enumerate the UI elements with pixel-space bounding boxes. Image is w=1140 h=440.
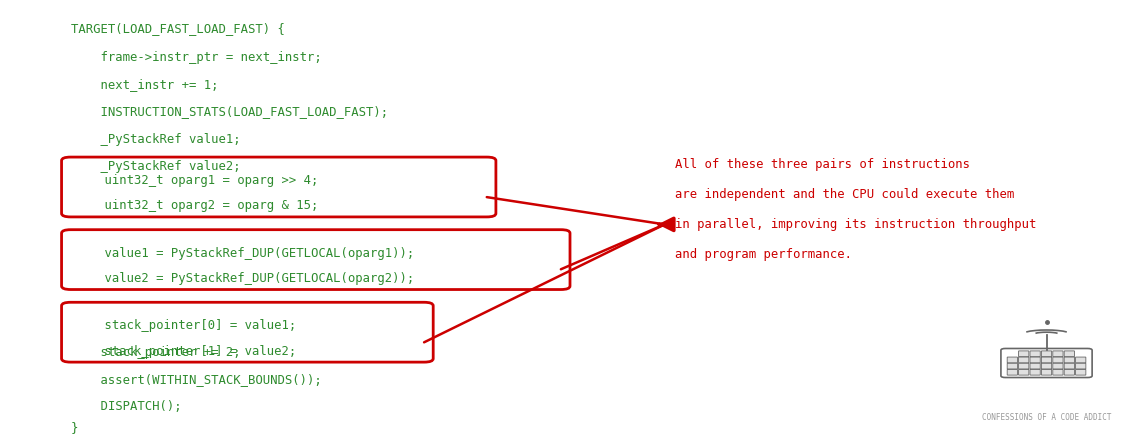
FancyBboxPatch shape xyxy=(1031,363,1040,369)
Text: are independent and the CPU could execute them: are independent and the CPU could execut… xyxy=(675,188,1015,202)
Text: frame->instr_ptr = next_instr;: frame->instr_ptr = next_instr; xyxy=(71,51,321,64)
FancyBboxPatch shape xyxy=(62,230,570,290)
Text: stack_pointer[1] = value2;: stack_pointer[1] = value2; xyxy=(75,345,296,358)
FancyBboxPatch shape xyxy=(1031,370,1040,375)
FancyBboxPatch shape xyxy=(1053,370,1064,375)
Text: uint32_t oparg1 = oparg >> 4;: uint32_t oparg1 = oparg >> 4; xyxy=(75,174,318,187)
FancyBboxPatch shape xyxy=(1008,363,1018,369)
FancyBboxPatch shape xyxy=(1001,348,1092,378)
FancyBboxPatch shape xyxy=(1053,357,1064,363)
Text: stack_pointer[0] = value1;: stack_pointer[0] = value1; xyxy=(75,319,296,332)
Text: and program performance.: and program performance. xyxy=(675,248,852,261)
FancyBboxPatch shape xyxy=(1031,351,1040,356)
FancyBboxPatch shape xyxy=(1065,363,1074,369)
Text: in parallel, improving its instruction throughput: in parallel, improving its instruction t… xyxy=(675,218,1036,231)
Text: value1 = PyStackRef_DUP(GETLOCAL(oparg1));: value1 = PyStackRef_DUP(GETLOCAL(oparg1)… xyxy=(75,246,415,260)
Text: assert(WITHIN_STACK_BOUNDS());: assert(WITHIN_STACK_BOUNDS()); xyxy=(71,373,321,386)
Text: All of these three pairs of instructions: All of these three pairs of instructions xyxy=(675,158,970,172)
FancyBboxPatch shape xyxy=(62,302,433,362)
FancyBboxPatch shape xyxy=(1008,357,1018,363)
FancyBboxPatch shape xyxy=(1075,357,1085,363)
FancyBboxPatch shape xyxy=(62,157,496,217)
FancyBboxPatch shape xyxy=(1065,370,1074,375)
FancyBboxPatch shape xyxy=(1019,351,1029,356)
FancyBboxPatch shape xyxy=(1075,370,1085,375)
FancyBboxPatch shape xyxy=(1053,351,1064,356)
FancyBboxPatch shape xyxy=(1019,363,1029,369)
FancyBboxPatch shape xyxy=(1008,370,1018,375)
FancyBboxPatch shape xyxy=(1042,370,1052,375)
FancyBboxPatch shape xyxy=(1042,363,1052,369)
FancyBboxPatch shape xyxy=(1042,357,1052,363)
Text: }: } xyxy=(71,421,78,434)
Text: DISPATCH();: DISPATCH(); xyxy=(71,400,181,413)
FancyBboxPatch shape xyxy=(1065,357,1074,363)
Text: _PyStackRef value2;: _PyStackRef value2; xyxy=(71,160,241,173)
Text: INSTRUCTION_STATS(LOAD_FAST_LOAD_FAST);: INSTRUCTION_STATS(LOAD_FAST_LOAD_FAST); xyxy=(71,105,388,118)
FancyBboxPatch shape xyxy=(1031,357,1040,363)
FancyBboxPatch shape xyxy=(1053,363,1064,369)
Text: CONFESSIONS OF A CODE ADDICT: CONFESSIONS OF A CODE ADDICT xyxy=(982,413,1112,422)
FancyBboxPatch shape xyxy=(1019,357,1029,363)
FancyBboxPatch shape xyxy=(1042,351,1052,356)
Text: value2 = PyStackRef_DUP(GETLOCAL(oparg2));: value2 = PyStackRef_DUP(GETLOCAL(oparg2)… xyxy=(75,272,415,285)
Text: stack_pointer += 2;: stack_pointer += 2; xyxy=(71,345,241,359)
FancyBboxPatch shape xyxy=(1065,351,1074,356)
Text: uint32_t oparg2 = oparg & 15;: uint32_t oparg2 = oparg & 15; xyxy=(75,199,318,213)
Text: TARGET(LOAD_FAST_LOAD_FAST) {: TARGET(LOAD_FAST_LOAD_FAST) { xyxy=(71,22,285,35)
Text: next_instr += 1;: next_instr += 1; xyxy=(71,78,218,91)
FancyBboxPatch shape xyxy=(1019,370,1029,375)
FancyBboxPatch shape xyxy=(1075,363,1085,369)
Text: _PyStackRef value1;: _PyStackRef value1; xyxy=(71,132,241,146)
